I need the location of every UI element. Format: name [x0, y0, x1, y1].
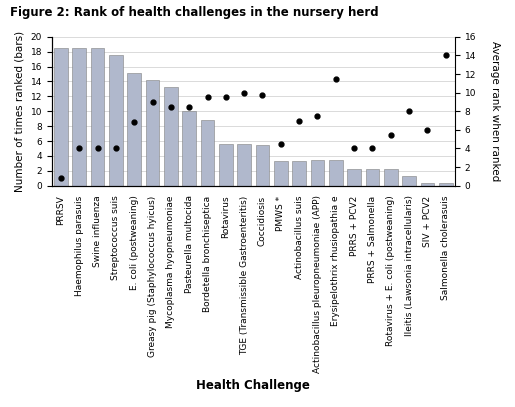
Bar	[146, 80, 160, 186]
Bar	[182, 111, 196, 186]
Bar	[384, 168, 398, 186]
Bar	[255, 145, 269, 186]
Bar	[347, 168, 361, 186]
Bar	[73, 48, 86, 186]
Text: Figure 2: Rank of health challenges in the nursery herd: Figure 2: Rank of health challenges in t…	[10, 6, 379, 19]
Bar	[237, 144, 251, 186]
Bar	[311, 160, 324, 186]
Bar	[421, 184, 434, 186]
Bar	[127, 72, 141, 186]
Bar	[201, 120, 214, 186]
Bar	[109, 55, 123, 186]
Bar	[219, 144, 233, 186]
Bar	[439, 184, 453, 186]
Y-axis label: Number of times ranked (bars): Number of times ranked (bars)	[15, 31, 25, 192]
Bar	[91, 48, 105, 186]
Bar	[402, 176, 416, 186]
Bar	[366, 168, 380, 186]
Bar	[164, 88, 178, 186]
X-axis label: Health Challenge: Health Challenge	[196, 379, 310, 392]
Bar	[54, 48, 68, 186]
Bar	[293, 161, 306, 186]
Bar	[274, 161, 288, 186]
Bar	[329, 160, 342, 186]
Y-axis label: Average rank when ranked: Average rank when ranked	[490, 41, 500, 182]
